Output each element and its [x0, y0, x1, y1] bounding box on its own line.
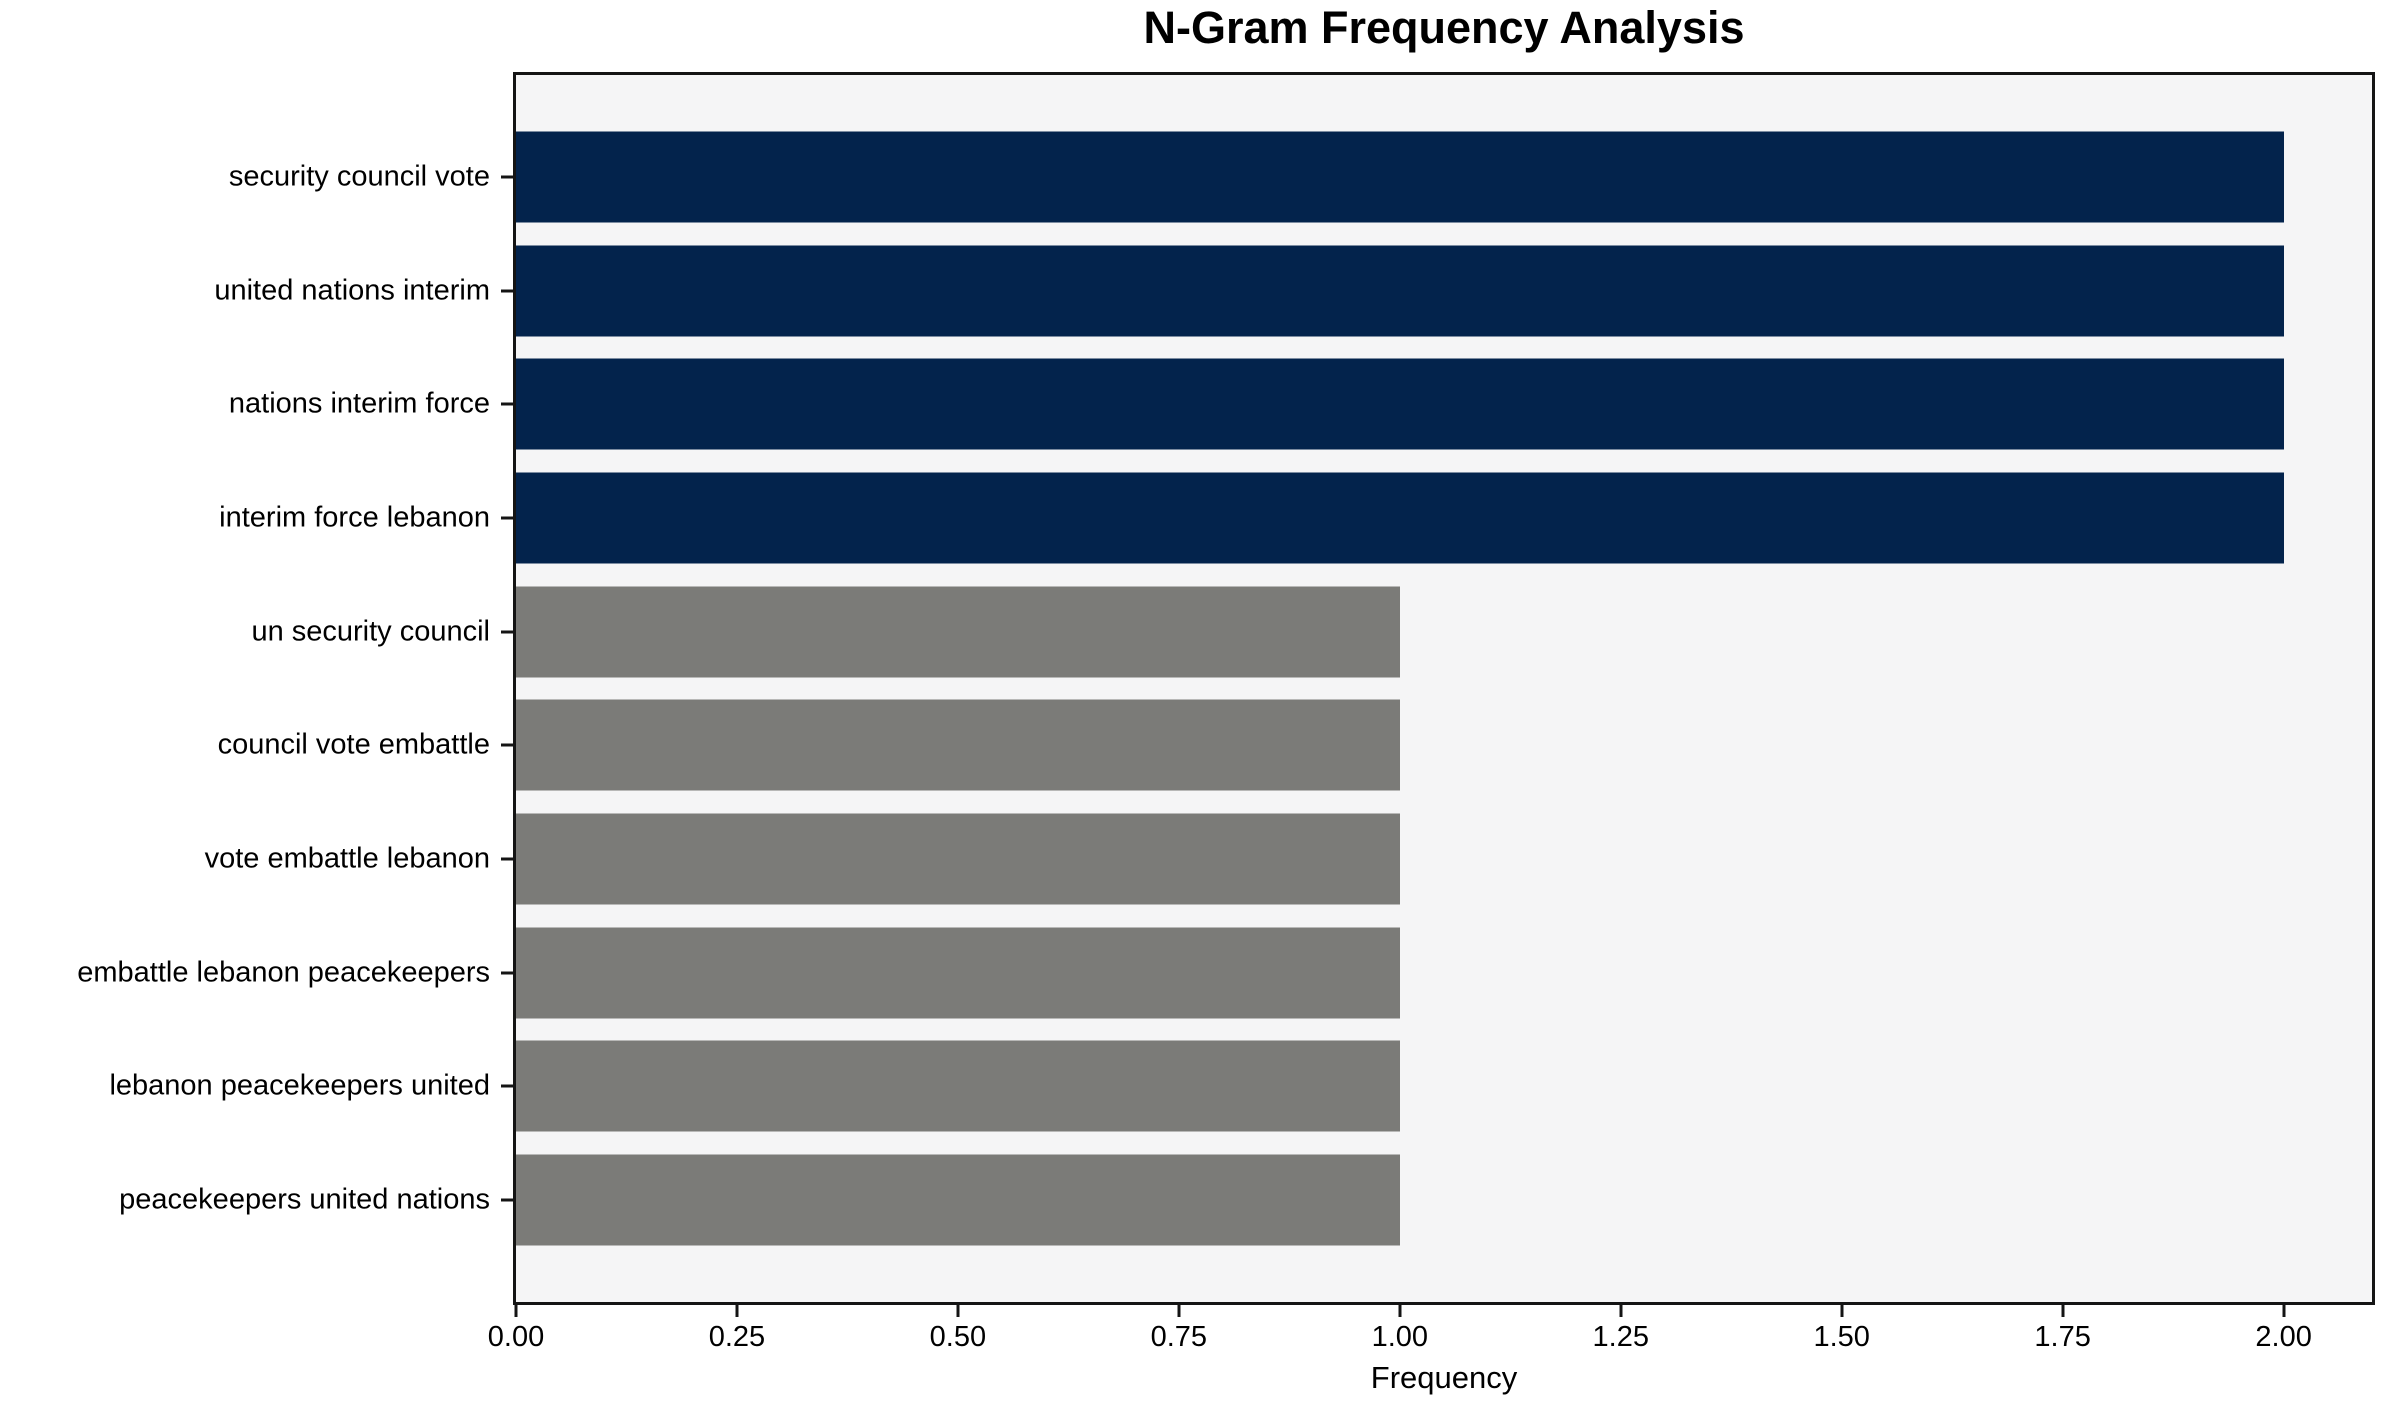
x-axis-label: Frequency — [1370, 1360, 1518, 1395]
x-tick-label: 0.00 — [487, 1321, 545, 1353]
bar — [516, 699, 1400, 791]
x-tick-mark — [514, 1305, 518, 1317]
bar — [516, 245, 2284, 337]
y-axis-label: lebanon peacekeepers united — [109, 1069, 490, 1102]
x-tick-label: 1.75 — [2034, 1321, 2091, 1353]
x-tick-mark — [2282, 1305, 2286, 1317]
bar-row: security council vote — [229, 120, 2372, 234]
bar — [516, 1154, 1400, 1246]
x-tick-mark — [1177, 1305, 1181, 1317]
y-tick-mark — [501, 1198, 513, 1202]
bar-row: nations interim force — [229, 347, 2372, 461]
y-axis-label: embattle lebanon peacekeepers — [77, 956, 490, 989]
y-axis-label: un security council — [251, 615, 490, 648]
bar-row: lebanon peacekeepers united — [109, 1030, 2372, 1144]
y-tick-mark — [501, 971, 513, 975]
y-axis-label: vote embattle lebanon — [204, 842, 490, 875]
y-axis-label: nations interim force — [228, 387, 490, 420]
plot-area: security council vote united nations inte… — [77, 72, 2375, 1353]
y-tick-mark — [501, 175, 513, 179]
bars-container: security council vote united nations inte… — [77, 75, 2372, 1302]
x-tick-label: 1.50 — [1813, 1321, 1870, 1353]
y-axis-label: security council vote — [228, 160, 490, 193]
bar-row: interim force lebanon — [219, 461, 2372, 575]
x-tick-label: 1.00 — [1371, 1321, 1429, 1353]
bar-row: peacekeepers united nations — [119, 1143, 2372, 1257]
x-tick-mark — [956, 1305, 960, 1317]
bar — [516, 358, 2284, 450]
x-tick-label: 0.25 — [708, 1321, 766, 1353]
bar-row: un security council — [251, 575, 2372, 689]
x-tick-mark — [735, 1305, 739, 1317]
bar — [516, 131, 2284, 223]
x-tick-label: 2.00 — [2255, 1321, 2312, 1353]
chart-title: N-Gram Frequency Analysis — [1143, 2, 1745, 53]
bar — [516, 813, 1400, 905]
bar-row: embattle lebanon peacekeepers — [77, 916, 2372, 1030]
x-tick-label: 0.50 — [929, 1321, 987, 1353]
y-tick-mark — [501, 630, 513, 634]
bar — [516, 586, 1400, 678]
x-tick-mark — [1398, 1305, 1402, 1317]
y-tick-mark — [501, 516, 513, 520]
x-tick-mark — [1619, 1305, 1623, 1317]
y-tick-mark — [501, 289, 513, 293]
y-tick-mark — [501, 1084, 513, 1088]
bar — [516, 927, 1400, 1019]
x-tick-mark — [2061, 1305, 2065, 1317]
bar-row: council vote embattle — [218, 689, 2372, 803]
y-axis-label: united nations interim — [214, 274, 490, 307]
bar — [516, 1040, 1400, 1132]
y-axis-label: council vote embattle — [217, 728, 490, 761]
x-tick-label: 0.75 — [1150, 1321, 1208, 1353]
bar — [516, 472, 2284, 564]
bar-row: united nations interim — [214, 234, 2372, 348]
y-tick-mark — [501, 743, 513, 747]
y-axis-label: interim force lebanon — [219, 501, 490, 534]
x-tick-label: 1.25 — [1592, 1321, 1649, 1353]
x-tick-mark — [1840, 1305, 1844, 1317]
y-tick-mark — [501, 402, 513, 406]
y-tick-mark — [501, 857, 513, 861]
y-axis-label: peacekeepers united nations — [119, 1183, 490, 1216]
bar-row: vote embattle lebanon — [205, 802, 2372, 916]
